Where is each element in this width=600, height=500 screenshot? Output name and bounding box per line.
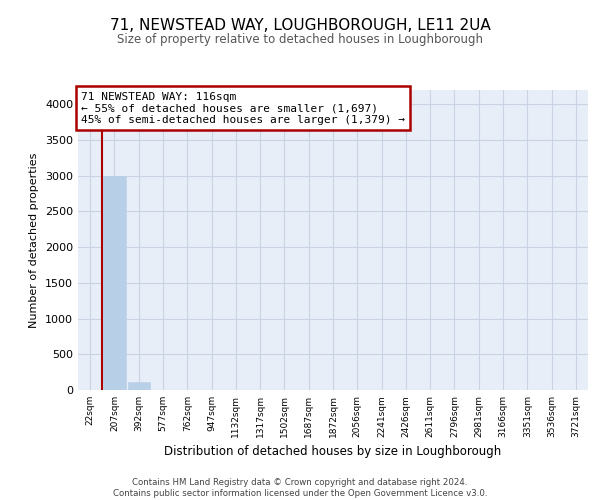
Text: 71 NEWSTEAD WAY: 116sqm
← 55% of detached houses are smaller (1,697)
45% of semi: 71 NEWSTEAD WAY: 116sqm ← 55% of detache… [80, 92, 404, 124]
Text: Size of property relative to detached houses in Loughborough: Size of property relative to detached ho… [117, 32, 483, 46]
Text: 71, NEWSTEAD WAY, LOUGHBOROUGH, LE11 2UA: 71, NEWSTEAD WAY, LOUGHBOROUGH, LE11 2UA [110, 18, 490, 32]
Bar [128, 382, 150, 390]
X-axis label: Distribution of detached houses by size in Loughborough: Distribution of detached houses by size … [164, 446, 502, 458]
Bar [103, 176, 125, 390]
Text: Contains HM Land Registry data © Crown copyright and database right 2024.
Contai: Contains HM Land Registry data © Crown c… [113, 478, 487, 498]
Y-axis label: Number of detached properties: Number of detached properties [29, 152, 40, 328]
